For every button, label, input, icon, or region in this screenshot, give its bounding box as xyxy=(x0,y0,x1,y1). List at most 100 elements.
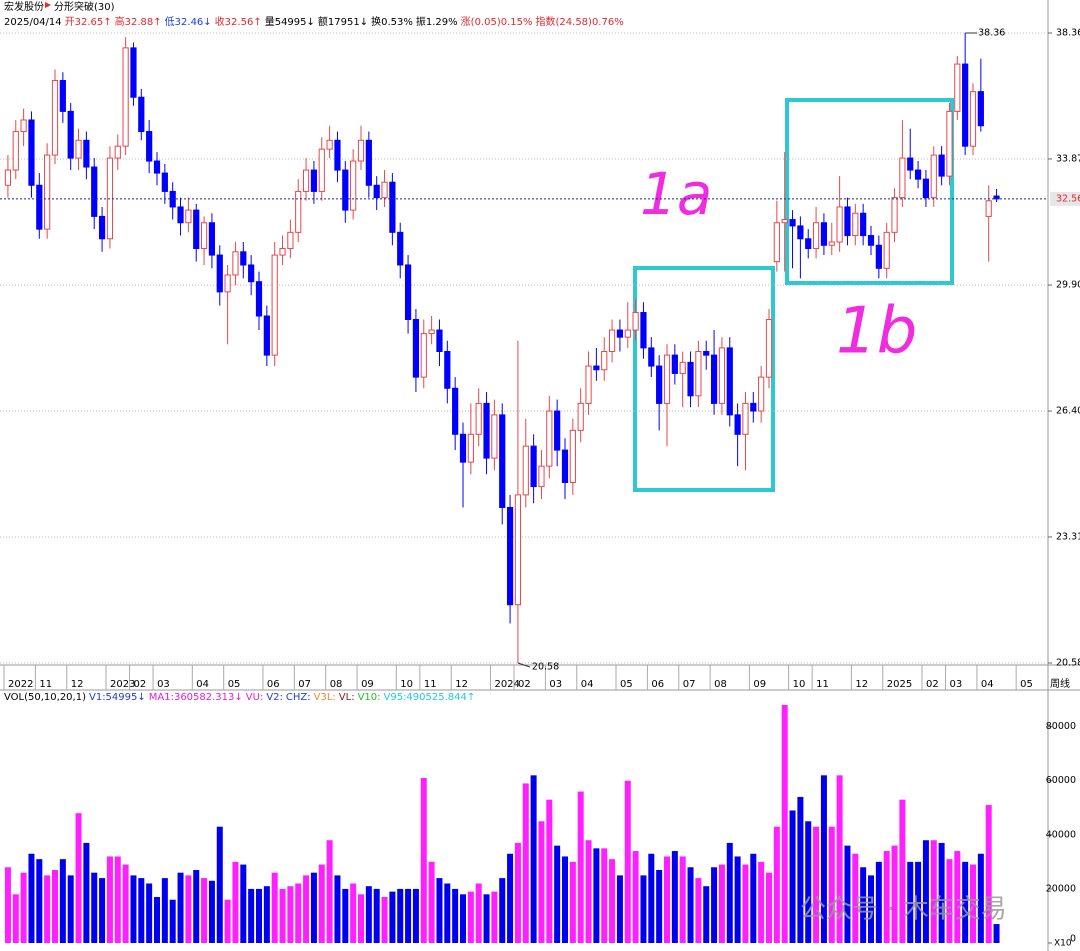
candle-body xyxy=(420,333,427,378)
volume-bar xyxy=(12,894,19,943)
volume-bar xyxy=(499,878,506,943)
candle-body xyxy=(4,169,12,186)
x-tick-label: 2025 xyxy=(887,679,912,690)
x-tick-label: 04 xyxy=(196,679,209,690)
x-tick-label: 2022 xyxy=(8,679,33,690)
candle-body xyxy=(891,197,898,233)
volume-bar xyxy=(271,872,278,943)
candle-body xyxy=(585,365,592,404)
x-tick-label: 03 xyxy=(549,679,562,690)
volume-bar xyxy=(703,886,710,943)
volume-bar xyxy=(334,875,341,943)
info-text: 收32.56↑ xyxy=(215,15,262,28)
candle-body xyxy=(883,231,890,269)
x-tick-label: 04 xyxy=(581,679,594,690)
volume-bar xyxy=(122,864,129,943)
volume-bar xyxy=(852,853,859,943)
volume-bar xyxy=(522,783,529,943)
volume-bar xyxy=(114,856,121,943)
volume-bar xyxy=(514,842,521,943)
candle-body xyxy=(326,139,333,150)
candle-body xyxy=(436,329,443,353)
x-tick-label: 03 xyxy=(950,679,963,690)
candle-body xyxy=(98,215,106,240)
volume-bar xyxy=(263,886,270,943)
volume-unit: X10 xyxy=(1054,939,1072,949)
volume-bar xyxy=(467,891,474,943)
candle-body xyxy=(577,402,584,431)
candle-body xyxy=(467,433,474,463)
last-price-label: 32.56 xyxy=(1056,193,1080,204)
candle-body xyxy=(593,365,600,371)
candle-body xyxy=(350,160,357,211)
volume-bar xyxy=(224,899,231,943)
candle-body xyxy=(365,139,372,186)
volume-bar xyxy=(52,869,58,943)
volume-bar xyxy=(883,851,890,943)
candle-body xyxy=(295,190,302,233)
annotation: 1b xyxy=(836,295,917,369)
info-text: 涨(0.05)0.15% xyxy=(461,16,533,28)
volume-bar xyxy=(303,875,310,943)
volume-bar xyxy=(279,888,286,943)
x-tick-label: 09 xyxy=(753,679,766,690)
x-tick-label: 11 xyxy=(424,679,437,690)
candle-body xyxy=(412,318,420,378)
volume-bar xyxy=(930,840,937,943)
volume-bar xyxy=(970,864,976,943)
volume-bar xyxy=(773,826,780,943)
volume-bar xyxy=(130,875,137,943)
candle-body xyxy=(703,351,710,356)
candle-body xyxy=(648,347,655,367)
candle-body xyxy=(718,347,726,404)
candle-body xyxy=(279,248,286,256)
candle-body xyxy=(153,160,161,174)
x-tick-label: 06 xyxy=(267,679,280,690)
candle-body xyxy=(922,178,930,199)
candle-body xyxy=(91,166,98,217)
volume-bar xyxy=(860,867,867,943)
candle-body xyxy=(373,184,380,199)
x-tick-label: 05 xyxy=(620,679,633,690)
volume-bar xyxy=(36,859,43,943)
volume-bar xyxy=(797,796,804,943)
volume-bar xyxy=(648,853,655,943)
volume-bar xyxy=(310,872,317,943)
volume-bar xyxy=(365,886,372,943)
candle-body xyxy=(177,206,184,224)
candle-body xyxy=(538,465,545,488)
candle-body xyxy=(875,244,882,269)
info-text: VU: xyxy=(246,692,264,703)
candle-body xyxy=(820,222,828,246)
volume-bar xyxy=(907,861,914,943)
volume-bar xyxy=(208,880,215,943)
x-tick-label: 02 xyxy=(518,679,531,690)
info-text: V10: xyxy=(358,692,381,703)
candle-body xyxy=(475,402,482,435)
candle-body xyxy=(812,222,820,250)
candle-body xyxy=(938,154,945,177)
candle-body xyxy=(946,110,953,177)
x-tick-label: 12 xyxy=(455,679,468,690)
volume-bar xyxy=(67,875,74,943)
candle-body xyxy=(342,169,349,211)
annotation: 1a xyxy=(640,160,712,228)
volume-bar xyxy=(530,775,537,943)
volume-bar xyxy=(562,856,568,943)
volume-bar xyxy=(985,805,992,943)
y-tick-label: 26.40 xyxy=(1056,406,1080,417)
volume-bar xyxy=(491,891,498,943)
candle-body xyxy=(428,329,435,335)
volume-bar xyxy=(946,859,953,943)
volume-bar xyxy=(875,861,882,943)
candle-body xyxy=(710,354,718,404)
volume-bar xyxy=(397,888,404,943)
volume-bar xyxy=(161,878,168,943)
candle-body xyxy=(797,225,804,240)
volume-bar xyxy=(256,888,262,943)
volume-bar xyxy=(593,848,600,943)
candle-body xyxy=(271,254,278,356)
candle-body xyxy=(899,157,906,199)
volume-bar xyxy=(813,826,820,943)
stock-name: 宏发股份 xyxy=(4,0,44,13)
